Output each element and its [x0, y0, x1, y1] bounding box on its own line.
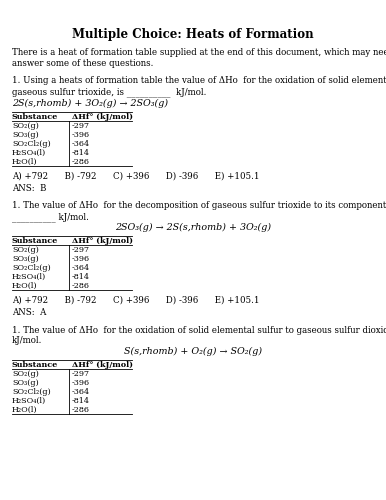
Text: -364: -364 [72, 264, 90, 272]
Text: -297: -297 [72, 122, 90, 130]
Text: -286: -286 [72, 282, 90, 290]
Text: H₂SO₄(l): H₂SO₄(l) [12, 273, 46, 281]
Text: H₂SO₄(l): H₂SO₄(l) [12, 397, 46, 405]
Text: SO₃(g): SO₃(g) [12, 131, 39, 139]
Text: SO₂(g): SO₂(g) [12, 370, 39, 378]
Text: H₂O(l): H₂O(l) [12, 282, 37, 290]
Text: -396: -396 [72, 131, 90, 139]
Text: ΔHf° (kJ/mol): ΔHf° (kJ/mol) [72, 361, 133, 369]
Text: 2S(s,rhomb) + 3O₂(g) → 2SO₃(g): 2S(s,rhomb) + 3O₂(g) → 2SO₃(g) [12, 99, 168, 108]
Text: -297: -297 [72, 370, 90, 378]
Text: Multiple Choice: Heats of Formation: Multiple Choice: Heats of Formation [72, 28, 314, 41]
Text: 1. The value of ΔHᴏ  for the oxidation of solid elemental sulfur to gaseous sulf: 1. The value of ΔHᴏ for the oxidation of… [12, 325, 386, 334]
Text: 1. Using a heats of formation table the value of ΔHᴏ  for the oxidation of solid: 1. Using a heats of formation table the … [12, 76, 386, 85]
Text: ANS:  B: ANS: B [12, 184, 46, 193]
Text: SO₃(g): SO₃(g) [12, 255, 39, 263]
Text: 2SO₃(g) → 2S(s,rhomb) + 3O₂(g): 2SO₃(g) → 2S(s,rhomb) + 3O₂(g) [115, 223, 271, 232]
Text: __________ kJ/mol.: __________ kJ/mol. [12, 212, 89, 222]
Text: H₂O(l): H₂O(l) [12, 158, 37, 166]
Text: SO₂Cl₂(g): SO₂Cl₂(g) [12, 388, 51, 396]
Text: -814: -814 [72, 273, 90, 281]
Text: H₂O(l): H₂O(l) [12, 406, 37, 414]
Text: -814: -814 [72, 397, 90, 405]
Text: SO₃(g): SO₃(g) [12, 379, 39, 387]
Text: ANS:  A: ANS: A [12, 308, 46, 317]
Text: Substance: Substance [12, 113, 58, 121]
Text: SO₂(g): SO₂(g) [12, 122, 39, 130]
Text: S(s,rhomb) + O₂(g) → SO₂(g): S(s,rhomb) + O₂(g) → SO₂(g) [124, 347, 262, 356]
Text: gaseous sulfur trioxide, is __________  kJ/mol.: gaseous sulfur trioxide, is __________ k… [12, 87, 207, 97]
Text: A) +792      B) -792      C) +396      D) -396      E) +105.1: A) +792 B) -792 C) +396 D) -396 E) +105.… [12, 172, 259, 181]
Text: There is a heat of formation table supplied at the end of this document, which m: There is a heat of formation table suppl… [12, 48, 386, 57]
Text: kJ/mol.: kJ/mol. [12, 336, 42, 345]
Text: 1. The value of ΔHᴏ  for the decomposition of gaseous sulfur trioxide to its com: 1. The value of ΔHᴏ for the decompositio… [12, 201, 386, 210]
Text: A) +792      B) -792      C) +396      D) -396      E) +105.1: A) +792 B) -792 C) +396 D) -396 E) +105.… [12, 296, 259, 305]
Text: answer some of these questions.: answer some of these questions. [12, 59, 153, 68]
Text: -396: -396 [72, 255, 90, 263]
Text: SO₂Cl₂(g): SO₂Cl₂(g) [12, 140, 51, 148]
Text: ΔHf° (kJ/mol): ΔHf° (kJ/mol) [72, 237, 133, 245]
Text: -297: -297 [72, 246, 90, 254]
Text: -286: -286 [72, 158, 90, 166]
Text: ΔHf° (kJ/mol): ΔHf° (kJ/mol) [72, 113, 133, 121]
Text: H₂SO₄(l): H₂SO₄(l) [12, 149, 46, 157]
Text: -364: -364 [72, 140, 90, 148]
Text: SO₂(g): SO₂(g) [12, 246, 39, 254]
Text: -364: -364 [72, 388, 90, 396]
Text: Substance: Substance [12, 237, 58, 245]
Text: Substance: Substance [12, 361, 58, 369]
Text: -814: -814 [72, 149, 90, 157]
Text: -286: -286 [72, 406, 90, 414]
Text: SO₂Cl₂(g): SO₂Cl₂(g) [12, 264, 51, 272]
Text: -396: -396 [72, 379, 90, 387]
